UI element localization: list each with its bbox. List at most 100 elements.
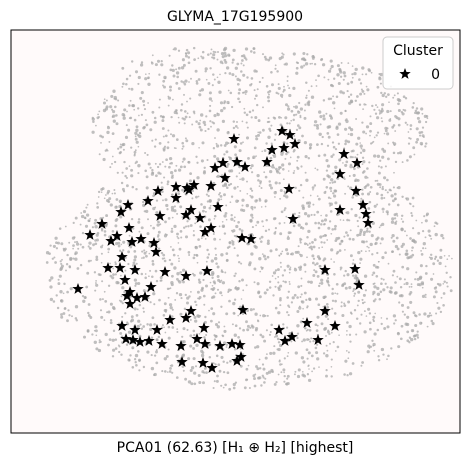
background-cell — [214, 322, 219, 327]
background-cell — [270, 71, 273, 74]
background-cell — [326, 132, 330, 135]
background-cell — [150, 336, 154, 340]
background-cell — [225, 259, 229, 262]
background-cell — [107, 343, 110, 347]
background-cell — [368, 230, 371, 233]
background-cell — [147, 82, 151, 86]
cluster-point — [217, 157, 229, 168]
background-cell — [409, 300, 413, 304]
background-cell — [95, 124, 97, 127]
background-cell — [325, 302, 329, 306]
background-cell — [357, 136, 361, 140]
background-cell — [100, 245, 103, 249]
background-cell — [170, 205, 175, 210]
background-cell — [162, 313, 166, 317]
background-cell — [223, 214, 227, 218]
background-cell — [298, 211, 301, 214]
background-cell — [87, 303, 91, 306]
background-cell — [343, 302, 346, 305]
background-cell — [268, 286, 272, 289]
background-cell — [217, 321, 221, 324]
background-cell — [412, 205, 415, 208]
background-cell — [199, 225, 202, 228]
background-cell — [67, 309, 70, 312]
background-cell — [357, 250, 361, 255]
background-cell — [94, 242, 98, 246]
background-cell — [380, 166, 383, 169]
background-cell — [207, 253, 210, 256]
background-cell — [253, 69, 257, 73]
background-cell — [225, 343, 228, 346]
background-cell — [144, 151, 147, 155]
background-cell — [207, 127, 210, 131]
background-cell — [177, 49, 181, 52]
background-cell — [320, 223, 323, 226]
background-cell — [351, 362, 355, 365]
background-cell — [346, 218, 349, 222]
background-cell — [110, 94, 114, 98]
background-cell — [387, 93, 390, 96]
background-cell — [344, 269, 347, 273]
background-cell — [108, 140, 111, 143]
background-cell — [217, 80, 221, 84]
background-cell — [138, 230, 141, 233]
background-cell — [156, 223, 160, 227]
background-cell — [313, 56, 316, 59]
background-cell — [237, 335, 240, 339]
background-cell — [175, 109, 178, 112]
background-cell — [286, 252, 290, 256]
background-cell — [203, 123, 207, 126]
background-cell — [99, 298, 102, 301]
background-cell — [182, 145, 185, 148]
background-cell — [325, 344, 328, 347]
background-cell — [198, 245, 202, 248]
background-cell — [133, 255, 138, 259]
background-cell — [159, 276, 163, 280]
background-cell — [432, 273, 435, 275]
background-cell — [412, 227, 415, 230]
background-cell — [424, 293, 427, 296]
background-cell — [118, 345, 121, 348]
background-cell — [270, 323, 273, 327]
background-cell — [187, 380, 192, 384]
background-cell — [345, 350, 348, 352]
background-cell — [381, 256, 385, 260]
cluster-point — [201, 265, 213, 276]
background-cell — [186, 220, 189, 223]
background-cell — [178, 121, 181, 124]
background-cell — [315, 85, 318, 87]
background-cell — [333, 107, 336, 110]
background-cell — [278, 116, 281, 119]
background-cell — [124, 269, 127, 272]
background-cell — [373, 136, 376, 139]
background-cell — [306, 256, 308, 259]
background-cell — [386, 286, 389, 289]
background-cell — [209, 104, 212, 107]
background-cell — [154, 162, 157, 165]
background-cell — [225, 141, 229, 145]
background-cell — [214, 51, 217, 54]
background-cell — [334, 299, 337, 303]
background-cell — [295, 66, 299, 70]
background-cell — [416, 336, 420, 339]
background-cell — [379, 110, 383, 114]
background-cell — [362, 293, 366, 297]
background-cell — [327, 78, 330, 81]
background-cell — [151, 316, 155, 320]
background-cell — [212, 53, 216, 57]
background-cell — [195, 195, 198, 199]
background-cell — [205, 78, 208, 81]
background-cell — [353, 309, 357, 312]
background-cell — [197, 238, 200, 241]
background-cell — [424, 142, 428, 145]
background-cell — [250, 77, 254, 80]
background-cell — [117, 147, 120, 150]
background-cell — [161, 161, 164, 163]
background-cell — [337, 81, 341, 86]
background-cell — [288, 87, 291, 90]
background-cell — [268, 89, 272, 93]
background-cell — [252, 334, 255, 336]
background-cell — [242, 208, 246, 213]
background-cell — [344, 163, 348, 167]
background-cell — [222, 341, 227, 345]
